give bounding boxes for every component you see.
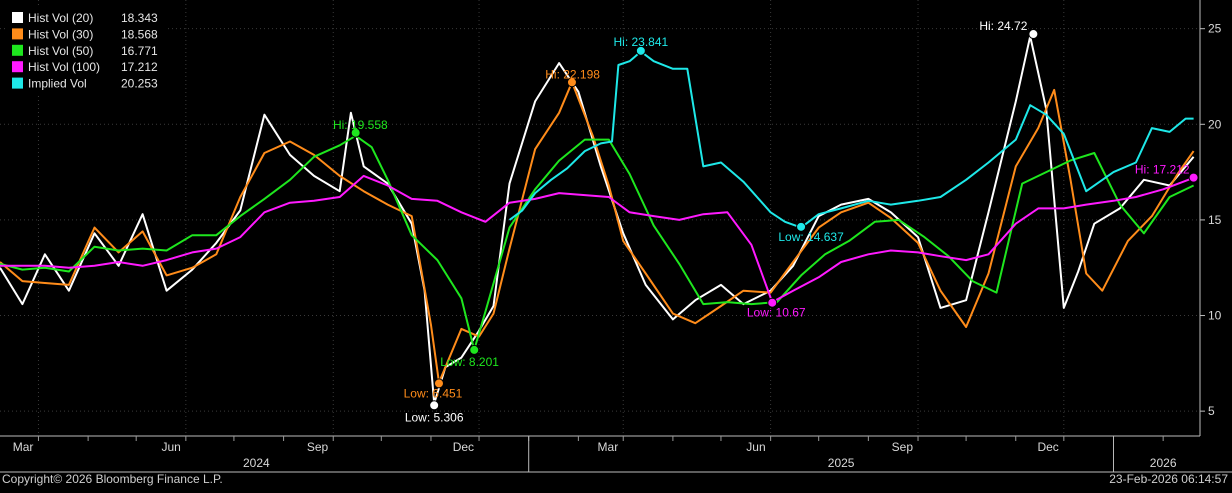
annotation-dot — [429, 400, 440, 411]
annotation-label: Low: 14.637 — [778, 230, 844, 244]
annotations: Hi: 24.72 Low: 5.306 Hi: 22.198 Low: 6.451 H… — [333, 19, 1199, 424]
x-tick-label: Jun — [161, 440, 180, 454]
legend-value: 20.253 — [121, 77, 158, 91]
annotation-dot — [1028, 29, 1039, 40]
annotation-label: Low: 5.306 — [405, 410, 464, 424]
annotation-dot — [635, 45, 646, 56]
y-tick-label: 15 — [1208, 213, 1222, 227]
legend-swatch — [12, 44, 23, 56]
annotation-dot — [433, 378, 444, 389]
annotation-label: Hi: 17.212 — [1135, 163, 1190, 177]
x-tick-label: Mar — [13, 440, 34, 454]
series-line-hist-vol-20 — [0, 35, 1195, 405]
x-tick-label: Dec — [1037, 440, 1058, 454]
y-tick-label: 20 — [1208, 117, 1222, 131]
annotation-dot — [1188, 172, 1199, 183]
legend-label: Hist Vol (20) — [28, 11, 93, 25]
annotation-label: Low: 10.67 — [747, 306, 806, 320]
annotation-dot — [566, 77, 577, 88]
legend-swatch — [12, 77, 23, 89]
legend-value: 18.568 — [121, 27, 158, 41]
annotation-label: Hi: 23.841 — [614, 35, 669, 49]
legend-swatch — [12, 28, 23, 40]
y-tick-label: 25 — [1208, 22, 1222, 36]
legend: Hist Vol (20) 18.343 Hist Vol (30) 18.568 Hi… — [6, 8, 166, 94]
series-line-hist-vol-100 — [0, 174, 1194, 304]
annotation-label: Hi: 19.558 — [333, 118, 388, 132]
timestamp-text: 23-Feb-2026 06:14:57 — [1109, 472, 1228, 486]
legend-box — [6, 8, 166, 94]
annotation-label: Low: 8.201 — [440, 355, 499, 369]
copyright-text: Copyright© 2026 Bloomberg Finance L.P. — [2, 472, 223, 486]
legend-label: Implied Vol — [28, 77, 87, 91]
legend-value: 18.343 — [121, 11, 158, 25]
annotation-dot — [350, 127, 361, 138]
legend-label: Hist Vol (100) — [28, 60, 100, 74]
legend-label: Hist Vol (30) — [28, 27, 93, 41]
x-tick-label: Dec — [453, 440, 474, 454]
y-tick-label: 10 — [1208, 309, 1222, 323]
series-lines — [0, 35, 1195, 405]
annotation-label: Hi: 22.198 — [545, 67, 600, 81]
annotation-label: Low: 6.451 — [404, 386, 463, 400]
legend-value: 16.771 — [121, 44, 158, 58]
series-line-hist-vol-30 — [0, 81, 1195, 384]
x-tick-label: Sep — [892, 440, 914, 454]
x-year-label: 2026 — [1150, 456, 1177, 470]
annotation-dot — [767, 297, 778, 308]
annotation-label: Hi: 24.72 — [979, 19, 1027, 33]
x-year-label: 2025 — [828, 456, 855, 470]
annotation-dot — [469, 344, 480, 355]
x-year-label: 2024 — [243, 456, 270, 470]
legend-value: 17.212 — [121, 60, 158, 74]
legend-label: Hist Vol (50) — [28, 44, 93, 58]
x-tick-label: Mar — [598, 440, 619, 454]
x-tick-label: Sep — [307, 440, 329, 454]
x-tick-label: Jun — [746, 440, 765, 454]
annotation-dot — [796, 221, 807, 232]
legend-swatch — [12, 61, 23, 73]
legend-swatch — [12, 12, 23, 23]
y-tick-label: 5 — [1208, 404, 1215, 418]
series-line-hist-vol-50 — [0, 134, 1195, 351]
